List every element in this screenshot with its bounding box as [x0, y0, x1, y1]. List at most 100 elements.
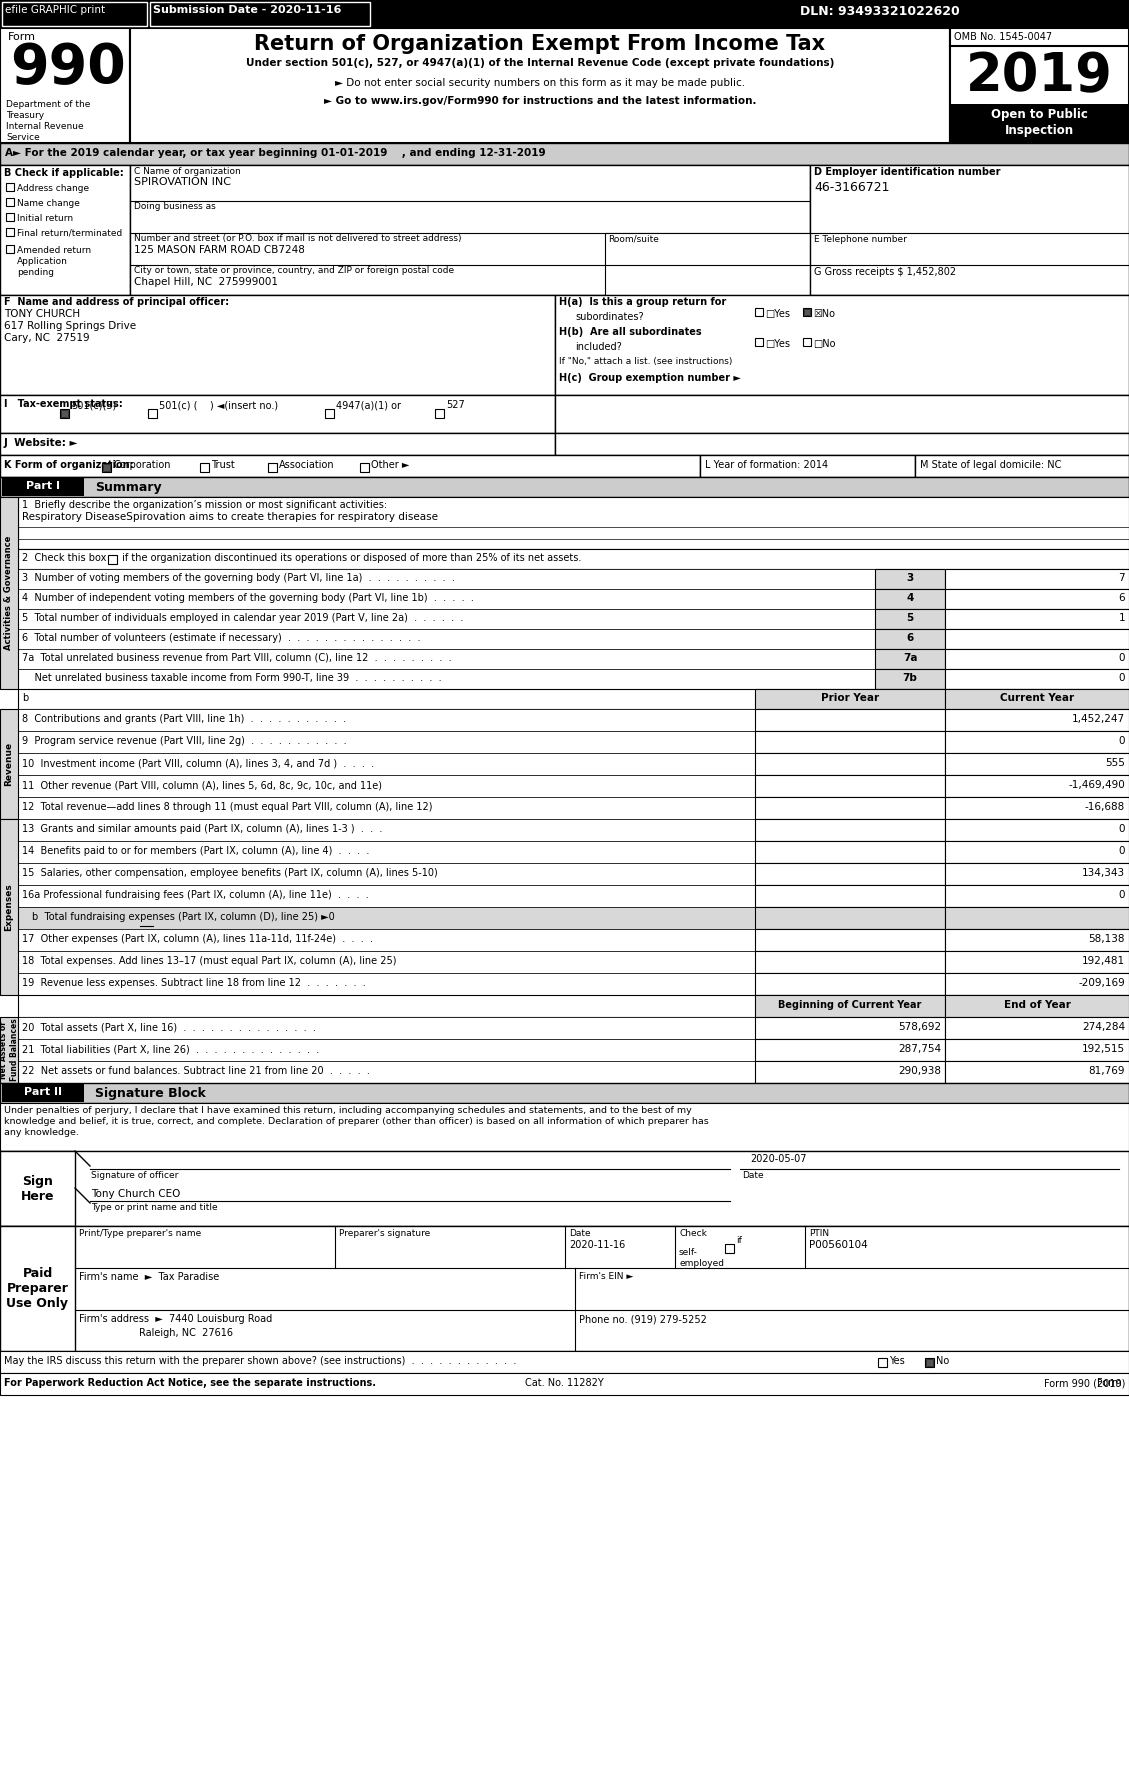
Bar [61, 410, 68, 417]
Text: 7: 7 [1119, 573, 1124, 584]
Text: Initial return: Initial return [17, 213, 73, 224]
Text: 1  Briefly describe the organization’s mission or most significant activities:: 1 Briefly describe the organization’s mi… [21, 500, 387, 510]
Bar [18, 885, 755, 906]
Text: P00560104: P00560104 [809, 1239, 868, 1250]
Bar [200, 464, 209, 473]
Text: 2020-05-07: 2020-05-07 [750, 1153, 806, 1164]
Bar [755, 797, 945, 818]
Text: I   Tax-exempt status:: I Tax-exempt status: [5, 399, 123, 408]
Text: 19  Revenue less expenses. Subtract line 18 from line 12  .  .  .  .  .  .  .: 19 Revenue less expenses. Subtract line … [21, 978, 366, 989]
Bar [360, 464, 369, 473]
Text: □Yes: □Yes [765, 310, 790, 319]
Text: Association: Association [279, 460, 334, 469]
Bar [18, 1017, 755, 1039]
Bar [755, 930, 945, 951]
Text: 6  Total number of volunteers (estimate if necessary)  .  .  .  .  .  .  .  .  .: 6 Total number of volunteers (estimate i… [21, 632, 420, 643]
Bar [0, 1227, 1129, 1350]
Bar [0, 455, 700, 476]
Bar [0, 396, 555, 433]
Text: DLN: 93493321022620: DLN: 93493321022620 [800, 5, 960, 18]
Text: City or town, state or province, country, and ZIP or foreign postal code: City or town, state or province, country… [134, 267, 454, 276]
Bar [945, 648, 1129, 670]
Text: Open to Public
Inspection: Open to Public Inspection [990, 107, 1087, 136]
Bar [949, 104, 1129, 143]
Text: 18  Total expenses. Add lines 13–17 (must equal Part IX, column (A), line 25): 18 Total expenses. Add lines 13–17 (must… [21, 956, 396, 965]
Bar [102, 464, 111, 473]
Bar [0, 29, 130, 143]
Text: 22  Net assets or fund balances. Subtract line 21 from line 20  .  .  .  .  .: 22 Net assets or fund balances. Subtract… [21, 1066, 370, 1076]
Text: 20  Total assets (Part X, line 16)  .  .  .  .  .  .  .  .  .  .  .  .  .  .  .: 20 Total assets (Part X, line 16) . . . … [21, 1023, 316, 1032]
Bar [945, 731, 1129, 752]
Bar [605, 233, 809, 296]
Text: 3: 3 [907, 573, 913, 584]
Bar [18, 863, 755, 885]
Text: E Telephone number: E Telephone number [814, 235, 907, 244]
Bar [18, 731, 755, 752]
Text: Expenses: Expenses [5, 883, 14, 931]
Bar [18, 690, 1129, 709]
Bar [18, 670, 875, 690]
Text: Raleigh, NC  27616: Raleigh, NC 27616 [139, 1327, 233, 1338]
Bar [914, 455, 1129, 476]
Bar [0, 433, 555, 455]
Text: b: b [21, 693, 28, 704]
Bar [18, 842, 755, 863]
Text: 12  Total revenue—add lines 8 through 11 (must equal Part VIII, column (A), line: 12 Total revenue—add lines 8 through 11 … [21, 802, 432, 811]
Text: Net unrelated business taxable income from Form 990-T, line 39  .  .  .  .  .  .: Net unrelated business taxable income fr… [21, 673, 441, 682]
Text: Final return/terminated: Final return/terminated [17, 229, 122, 238]
Text: Activities & Governance: Activities & Governance [5, 536, 14, 650]
Text: 990: 990 [10, 41, 125, 95]
Text: A► For the 2019 calendar year, or tax year beginning 01-01-2019    , and ending : A► For the 2019 calendar year, or tax ye… [5, 149, 545, 158]
Text: 16a Professional fundraising fees (Part IX, column (A), line 11e)  .  .  .  .: 16a Professional fundraising fees (Part … [21, 890, 369, 901]
Text: 21  Total liabilities (Part X, line 26)  .  .  .  .  .  .  .  .  .  .  .  .  .  : 21 Total liabilities (Part X, line 26) .… [21, 1044, 320, 1053]
Bar [925, 1358, 934, 1367]
Bar [0, 1374, 1129, 1395]
Text: 46-3166721: 46-3166721 [814, 181, 890, 193]
Text: if: if [736, 1236, 742, 1245]
Text: Other ►: Other ► [371, 460, 410, 469]
Text: Firm's EIN ►: Firm's EIN ► [579, 1272, 633, 1281]
Text: if the organization discontinued its operations or disposed of more than 25% of : if the organization discontinued its ope… [119, 553, 581, 562]
Text: 527: 527 [446, 399, 465, 410]
Bar [6, 199, 14, 206]
Text: efile GRAPHIC print: efile GRAPHIC print [5, 5, 105, 14]
Text: ► Go to www.irs.gov/Form990 for instructions and the latest information.: ► Go to www.irs.gov/Form990 for instruct… [324, 97, 756, 106]
Text: 501(c)(3): 501(c)(3) [71, 399, 116, 410]
Text: 287,754: 287,754 [898, 1044, 940, 1053]
Bar [6, 183, 14, 192]
Bar [0, 1152, 1129, 1227]
Text: Tony Church CEO: Tony Church CEO [91, 1189, 181, 1198]
Text: 501(c) (    ) ◄(insert no.): 501(c) ( ) ◄(insert no.) [159, 399, 278, 410]
Bar [945, 1060, 1129, 1084]
Bar [18, 629, 875, 648]
Bar [0, 0, 1129, 29]
Text: knowledge and belief, it is true, correct, and complete. Declaration of preparer: knowledge and belief, it is true, correc… [5, 1118, 709, 1127]
Bar [945, 609, 1129, 629]
Text: End of Year: End of Year [1004, 999, 1070, 1010]
Text: Trust: Trust [211, 460, 235, 469]
Text: 5  Total number of individuals employed in calendar year 2019 (Part V, line 2a) : 5 Total number of individuals employed i… [21, 613, 463, 623]
Text: Phone no. (919) 279-5252: Phone no. (919) 279-5252 [579, 1315, 707, 1324]
Bar [18, 550, 1129, 570]
Bar [945, 589, 1129, 609]
Bar [875, 570, 945, 589]
Bar [755, 709, 945, 731]
Bar [18, 797, 755, 818]
Text: 1: 1 [1119, 613, 1124, 623]
Bar [18, 589, 875, 609]
Text: Name change: Name change [17, 199, 80, 208]
Bar [18, 930, 755, 951]
Bar [6, 227, 14, 236]
Text: G Gross receipts $ 1,452,802: G Gross receipts $ 1,452,802 [814, 267, 956, 278]
Text: -16,688: -16,688 [1085, 802, 1124, 811]
Text: 2019: 2019 [965, 50, 1112, 102]
Bar [18, 996, 1129, 1017]
Bar [945, 776, 1129, 797]
Text: 58,138: 58,138 [1088, 933, 1124, 944]
Bar [755, 885, 945, 906]
Text: 15  Salaries, other compensation, employee benefits (Part IX, column (A), lines : 15 Salaries, other compensation, employe… [21, 869, 438, 878]
Text: 274,284: 274,284 [1082, 1023, 1124, 1032]
Text: -209,169: -209,169 [1078, 978, 1124, 989]
Bar [945, 797, 1129, 818]
Text: Form: Form [1097, 1377, 1124, 1388]
